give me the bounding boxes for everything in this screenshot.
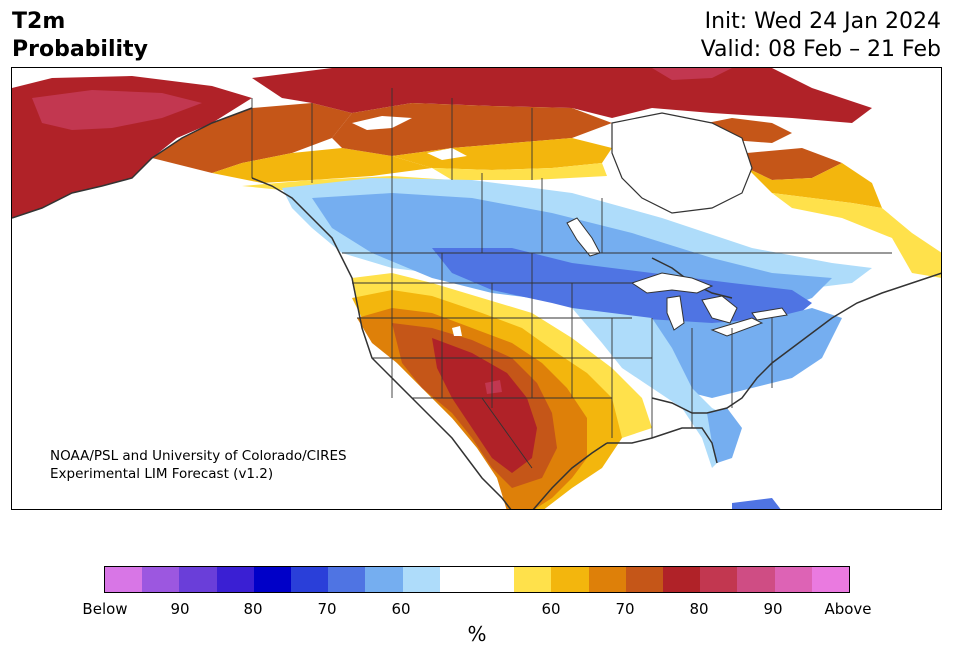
great-bear-lake: [352, 116, 412, 130]
colorbar-segment: [663, 567, 701, 592]
region-labrador-above-55: [772, 193, 941, 278]
great-lakes: [630, 272, 788, 337]
credit-line-2: Experimental LIM Forecast (v1.2): [50, 466, 274, 482]
region-arctic-above-80: [252, 68, 872, 123]
region-west-above-80: [432, 338, 537, 473]
title-variable: T2m: [12, 9, 66, 34]
valid-period: Valid: 08 Feb – 21 Feb: [700, 37, 941, 62]
colorbar-segment: [774, 567, 812, 592]
colorbar-segment: [811, 567, 850, 592]
probability-map: NOAA/PSL and University of Colorado/CIRE…: [11, 67, 942, 510]
colorbar-segment: [253, 567, 292, 592]
colorbar-tick-label: 90: [763, 600, 783, 618]
colorbar-segment: [514, 567, 552, 592]
great-salt-lake: [452, 326, 462, 336]
credit-line-1: NOAA/PSL and University of Colorado/CIRE…: [50, 448, 347, 464]
region-hudson-above-60: [392, 138, 612, 170]
region-nw-canada-above-60: [212, 148, 432, 183]
colorbar-tick-label: Above: [824, 600, 872, 618]
colorbar-tick-label: 60: [391, 600, 411, 618]
colorbar-tick-label: 90: [170, 600, 190, 618]
title-product: Probability: [12, 37, 148, 62]
hudson-bay: [611, 112, 753, 214]
colorbar-segment: [625, 567, 664, 592]
map-credit: NOAA/PSL and University of Colorado/CIRE…: [50, 447, 347, 483]
map-canvas: [12, 68, 941, 509]
map-title: T2m Probability: [12, 8, 148, 64]
region-alaska-above-90: [32, 90, 202, 130]
colorbar: [104, 566, 850, 593]
region-florida-below-60: [707, 408, 742, 463]
region-labrador-above-70: [747, 148, 842, 180]
great-slave-lake: [427, 148, 467, 160]
colorbar-tick-label: Below: [82, 600, 128, 618]
colorbar-segment: [142, 567, 180, 592]
political-borders: [251, 88, 892, 469]
region-labrador-above-60: [747, 163, 882, 208]
init-date: Init: Wed 24 Jan 2024: [704, 9, 941, 34]
colorbar-segment: [291, 567, 329, 592]
colorbar-segment: [700, 567, 738, 592]
colorbar-segment: [402, 567, 440, 592]
colorbar-segment: [105, 567, 143, 592]
colorbar-segment: [179, 567, 217, 592]
region-hudson-above-70: [332, 103, 612, 156]
colorbar-segment: [477, 567, 515, 592]
colorbar-tick-label: 80: [243, 600, 263, 618]
colorbar-segment: [588, 567, 626, 592]
forecast-dates: Init: Wed 24 Jan 2024 Valid: 08 Feb – 21…: [701, 8, 941, 64]
colorbar-segment: [439, 567, 478, 592]
colorbar-segment: [737, 567, 775, 592]
colorbar-tick-label: 60: [541, 600, 561, 618]
colorbar-tick-label: 70: [317, 600, 337, 618]
colorbar-segment: [551, 567, 589, 592]
colorbar-segment: [365, 567, 403, 592]
colorbar-unit: %: [467, 622, 487, 646]
colorbar-tick-label: 80: [689, 600, 709, 618]
colorbar-tick-label: 70: [615, 600, 635, 618]
region-greenland-above-90: [652, 68, 732, 80]
colorbar-segment: [216, 567, 254, 592]
region-hudson-above-55: [432, 163, 607, 180]
colorbar-segment: [328, 567, 366, 592]
region-cuba-below-70: [732, 498, 781, 509]
region-nm-above-90: [485, 380, 502, 394]
